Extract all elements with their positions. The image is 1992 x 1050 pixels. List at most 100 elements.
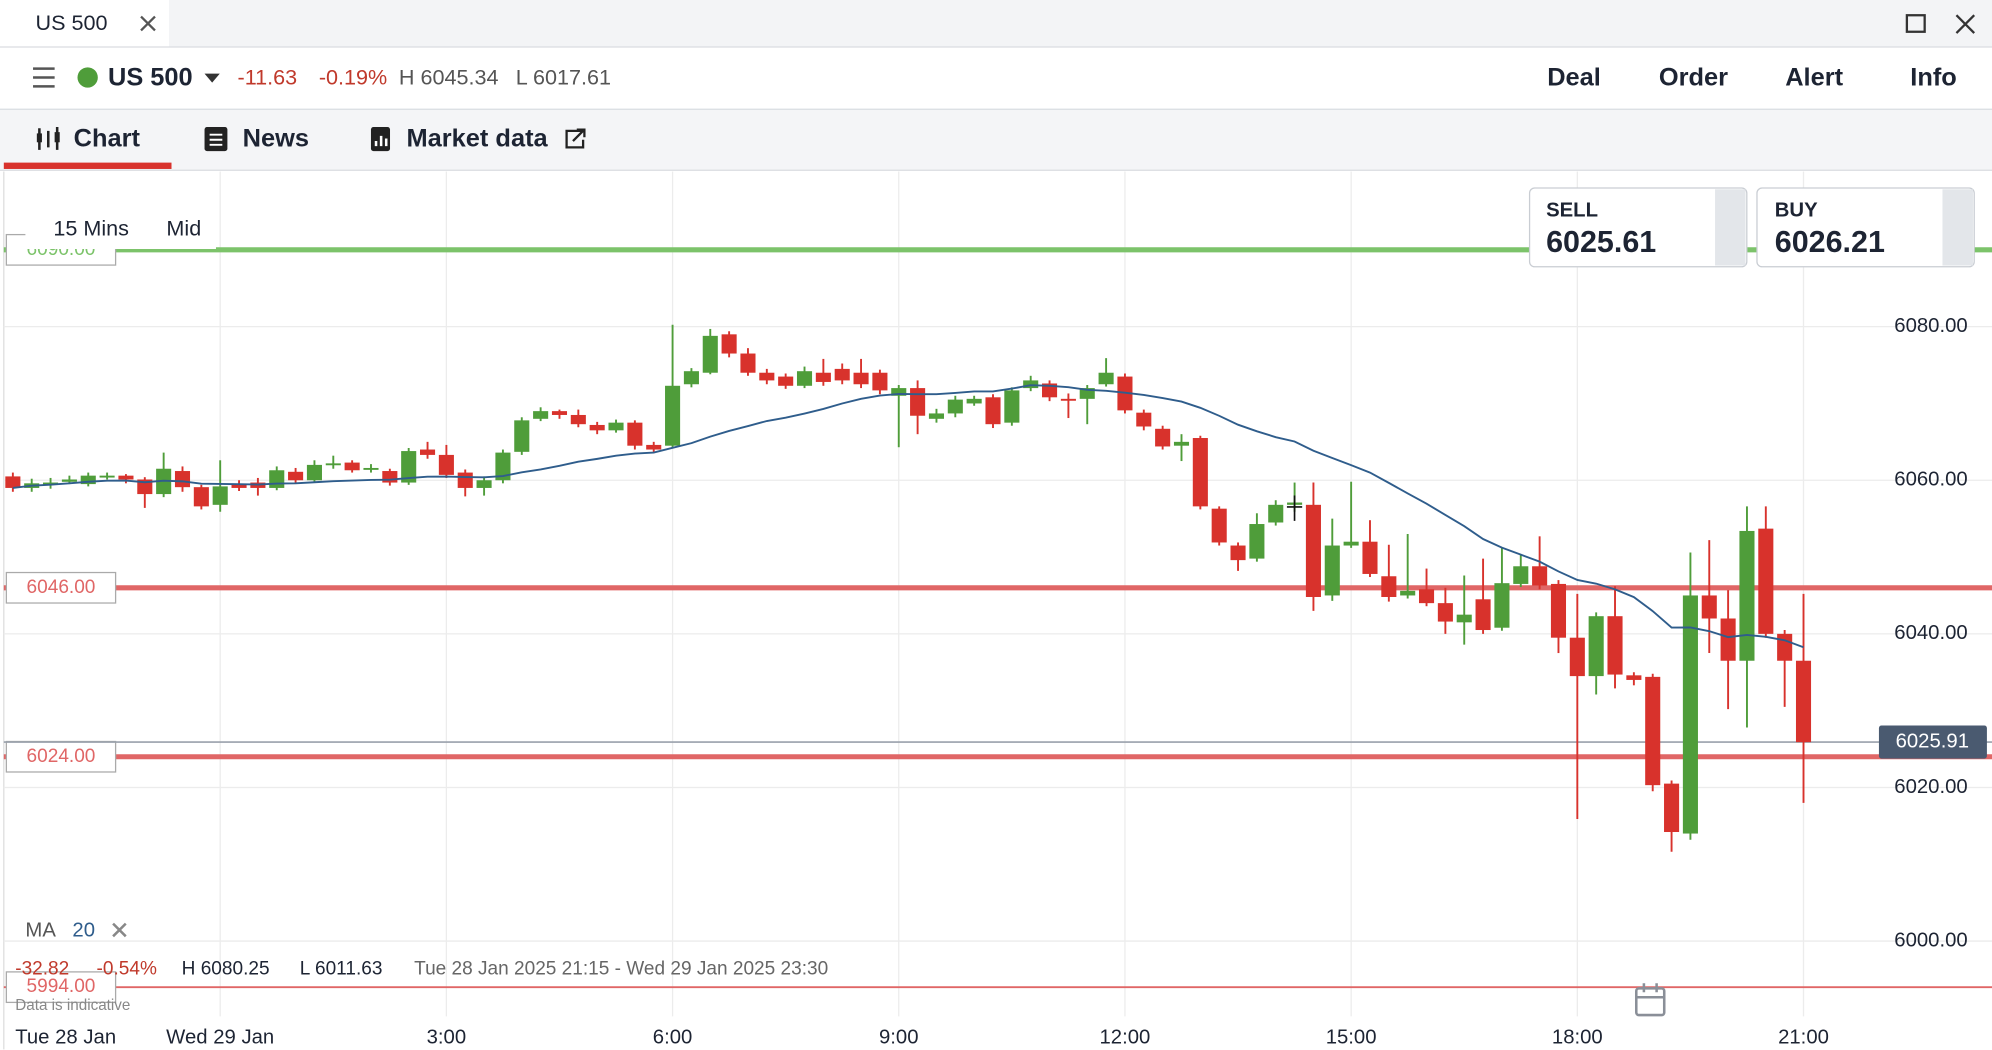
remove-indicator[interactable] [112, 922, 127, 938]
candle-body [43, 482, 59, 485]
candle-body [702, 335, 718, 373]
disclaimer: Data is indicative [15, 997, 130, 1014]
candle-body [796, 371, 813, 386]
candle-body [721, 334, 737, 354]
candle-body [1079, 388, 1095, 399]
close-tab[interactable] [140, 15, 156, 32]
range-dates: Tue 28 Jan 2025 21:15 - Wed 29 Jan 2025 … [414, 958, 828, 979]
candle-body [589, 424, 605, 431]
menu[interactable] [33, 67, 55, 88]
candle-body [212, 486, 228, 505]
tab[interactable]: Chart [74, 124, 141, 152]
instrument[interactable]: US 500 [108, 63, 193, 91]
candle-body [1098, 372, 1114, 385]
candle-body [325, 463, 341, 466]
action[interactable]: Deal [1547, 63, 1601, 91]
buy-button[interactable] [1756, 187, 1975, 268]
candle-body [1268, 504, 1284, 523]
candle-body [570, 414, 586, 425]
candle-body [288, 471, 304, 481]
window-tab[interactable] [0, 0, 169, 48]
x-tick-label: 3:00 [427, 1026, 467, 1048]
candle-body [778, 376, 794, 386]
candle-body [891, 388, 907, 396]
candle-body [1211, 508, 1227, 543]
chart-icon [54, 132, 60, 143]
external-link-icon[interactable] [565, 128, 586, 149]
calendar-icon[interactable] [1635, 987, 1666, 1017]
change: -11.63 [238, 64, 298, 89]
tab[interactable]: News [243, 124, 309, 152]
candle-body [1664, 783, 1680, 833]
candle-body [231, 484, 247, 488]
crosshair-cursor [1286, 495, 1303, 521]
candle-body [1418, 589, 1435, 604]
candle-body [1362, 541, 1378, 574]
day-low: L 6017.61 [516, 64, 611, 89]
candle-body [137, 479, 153, 495]
calendar-icon [1636, 983, 1665, 999]
candle-body [61, 479, 77, 482]
candle-body [514, 420, 530, 452]
y-tick-label: 6020.00 [1894, 776, 1967, 798]
change-pct: -0.19% [319, 64, 387, 89]
candle-body [683, 371, 699, 385]
dropdown[interactable] [204, 73, 220, 83]
price-level-tag [5, 571, 117, 604]
action[interactable]: Alert [1785, 63, 1843, 91]
candle-body [1494, 583, 1510, 628]
x-tick-label: 21:00 [1778, 1026, 1829, 1048]
buy-button-edge [1942, 189, 1973, 266]
indicator-name: MA [25, 920, 56, 942]
x-tick-label: 9:00 [879, 1026, 919, 1048]
buy-price: 6026.21 [1775, 225, 1885, 259]
candle-body [193, 487, 209, 507]
candle-body [438, 454, 454, 475]
candle-body [834, 368, 850, 381]
candle-body [1249, 524, 1265, 559]
candle-body [928, 413, 944, 419]
candle-body [1324, 545, 1340, 596]
sell-button[interactable] [1528, 187, 1748, 268]
buy-label: BUY [1775, 199, 1818, 221]
price-type[interactable]: Mid [166, 216, 201, 241]
candle-body [665, 385, 681, 446]
candle-body [1155, 428, 1171, 447]
x-tick-label: 15:00 [1326, 1026, 1377, 1048]
tab[interactable]: Market data [407, 124, 549, 152]
y-tick-label: 6040.00 [1894, 622, 1967, 644]
x-tick-label: 18:00 [1552, 1026, 1603, 1048]
sell-button-edge [1715, 189, 1746, 266]
x-tick-label: Tue 28 Jan [15, 1026, 116, 1048]
x-tick-label: 6:00 [653, 1026, 693, 1048]
candle-body [815, 372, 831, 382]
candle-body [853, 372, 869, 385]
action[interactable]: Info [1910, 63, 1957, 91]
candle-body [495, 452, 511, 481]
range-high: H 6080.25 [182, 958, 270, 979]
y-tick-label: 6080.00 [1894, 315, 1967, 337]
close-window[interactable] [1955, 14, 1976, 34]
candle-body [1173, 441, 1190, 446]
maximize[interactable] [1905, 14, 1926, 33]
news-icon [209, 133, 223, 146]
candle-body [1777, 633, 1793, 661]
active-tab-indicator [3, 162, 172, 169]
price-level-tag [5, 971, 117, 1004]
candle-body [344, 462, 360, 471]
price-level-label: 6024.00 [27, 746, 96, 767]
chart-icon [36, 133, 42, 143]
candle-body [608, 422, 624, 431]
candle-body [382, 471, 398, 483]
x-tick-label: Wed 29 Jan [166, 1026, 274, 1048]
current-price-label: 6025.91 [1896, 730, 1969, 752]
candle-body [551, 411, 568, 415]
interval[interactable]: 15 Mins [53, 216, 129, 241]
action[interactable]: Order [1659, 63, 1728, 91]
candle-body [985, 397, 1001, 425]
price-level-label: 5994.00 [27, 976, 96, 997]
candle-body [1682, 595, 1698, 834]
candle-body [419, 449, 436, 455]
candle-body [1437, 603, 1453, 622]
